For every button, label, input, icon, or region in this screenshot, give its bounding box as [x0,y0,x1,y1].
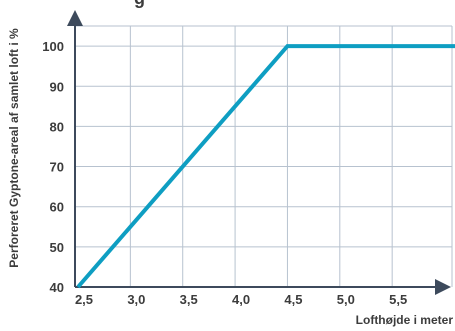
y-axis-label: Perforeret Gyptone-areal af samlet loft … [7,28,21,268]
x-axis-arrow [435,279,451,295]
x-tick-label: 2,5 [75,292,93,307]
chart-title-fragment: g [134,0,145,8]
y-tick-label: 70 [50,160,64,175]
x-tick-label: 3,0 [127,292,145,307]
axes [67,10,451,295]
y-axis-arrow [67,10,83,26]
x-tick-label: 4,5 [284,292,302,307]
x-tick-label: 5,5 [389,292,407,307]
y-tick-label: 50 [50,240,64,255]
grid-lines [75,25,453,287]
x-axis-label: Lofthøjde i meter [356,313,454,327]
y-tick-label: 40 [50,280,64,295]
x-tick-label: 4,0 [232,292,250,307]
x-tick-label: 3,5 [180,292,198,307]
y-tick-label: 60 [50,200,64,215]
series-group [76,44,455,289]
x-tick-label: 5,0 [337,292,355,307]
y-tick-labels: 40 50 60 70 80 90 100 [42,39,64,295]
y-tick-label: 100 [42,39,64,54]
x-tick-labels: 2,5 3,0 3,5 4,0 4,5 5,0 5,5 [75,292,407,307]
y-tick-label: 90 [50,79,64,94]
series-line [76,44,455,289]
y-tick-label: 80 [50,119,64,134]
